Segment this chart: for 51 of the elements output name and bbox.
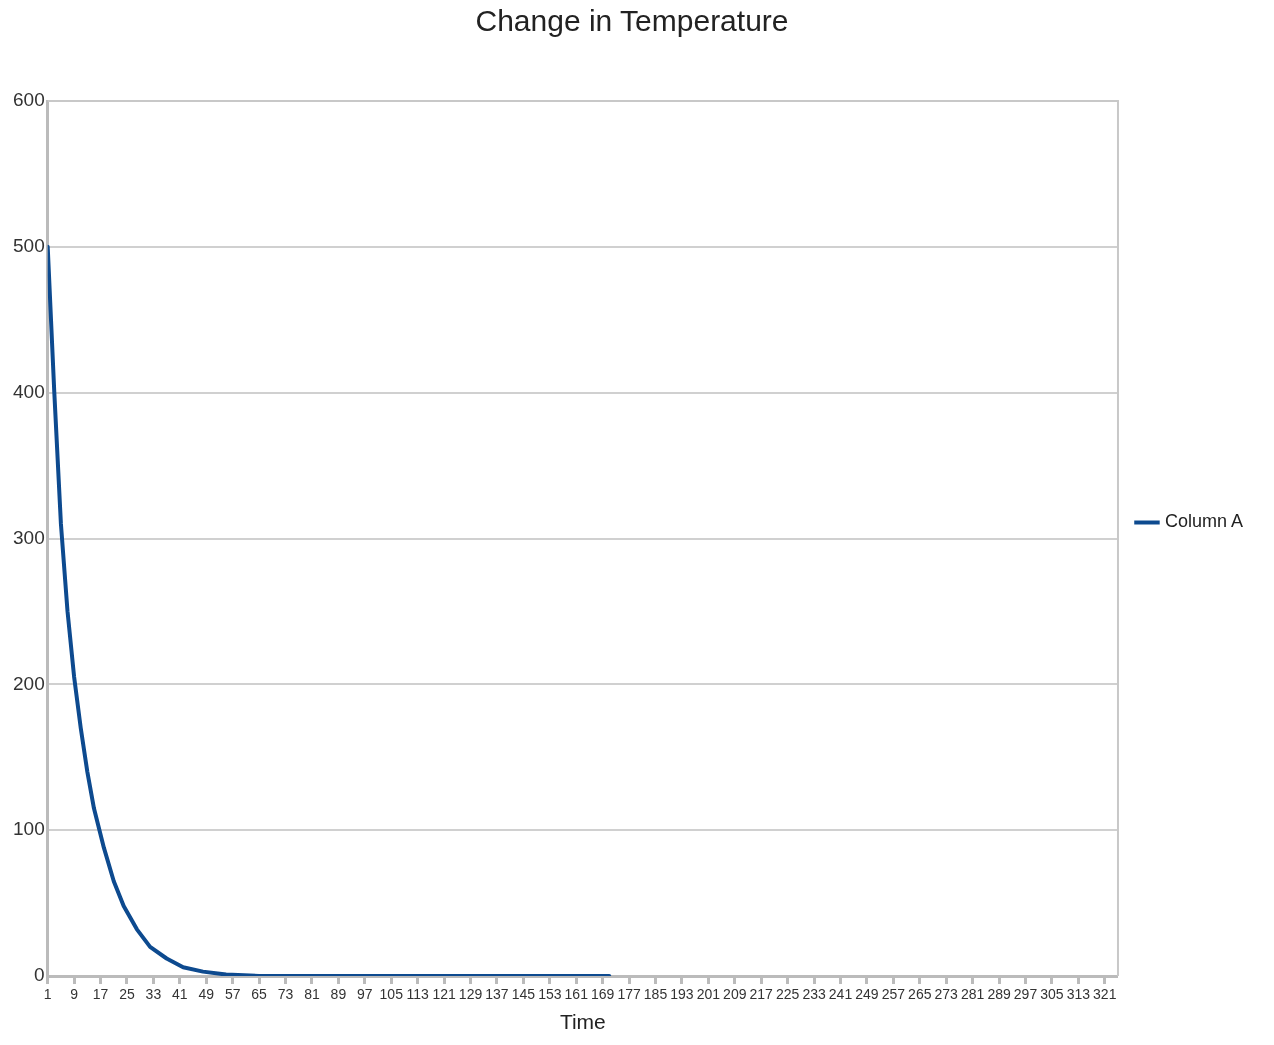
x-tick-label: 201 <box>696 986 721 1003</box>
x-tick-label: 313 <box>1066 986 1091 1003</box>
x-tick-label: 33 <box>145 986 162 1003</box>
x-tick-label: 217 <box>749 986 774 1003</box>
x-tick-label: 73 <box>277 986 294 1003</box>
chart-title: Change in Temperature <box>475 4 789 38</box>
x-tick-label: 281 <box>960 986 985 1003</box>
x-tick-label: 137 <box>485 986 509 1003</box>
x-axis-title: Time <box>559 1010 606 1034</box>
x-tick-label: 153 <box>538 986 562 1003</box>
x-tick-label: 257 <box>881 986 906 1003</box>
x-tick-label: 81 <box>304 986 320 1003</box>
y-tick-label: 100 <box>13 818 45 840</box>
x-tick-label: 121 <box>432 986 456 1003</box>
x-tick-label: 17 <box>92 986 109 1003</box>
x-tick-label: 65 <box>251 986 268 1003</box>
y-tick-label: 500 <box>13 235 45 257</box>
x-tick-label: 273 <box>934 986 959 1003</box>
x-tick-label: 193 <box>670 986 694 1003</box>
x-tick-label: 305 <box>1040 986 1064 1003</box>
y-tick-label: 600 <box>13 89 45 111</box>
x-tick-label: 233 <box>802 986 826 1003</box>
x-tick-label: 177 <box>617 986 641 1003</box>
x-tick-label: 89 <box>330 986 347 1003</box>
x-tick-label: 105 <box>379 986 404 1003</box>
x-tick-label: 321 <box>1093 986 1117 1003</box>
x-tick-label: 113 <box>406 986 430 1003</box>
x-tick-label: 129 <box>458 986 483 1003</box>
x-tick-label: 25 <box>119 986 135 1003</box>
x-tick-label: 1 <box>43 986 52 1003</box>
x-tick-label: 249 <box>855 986 879 1003</box>
x-tick-label: 57 <box>224 986 241 1003</box>
y-tick-label: 200 <box>13 672 45 694</box>
x-tick-label: 265 <box>908 986 932 1003</box>
x-tick-label: 97 <box>357 986 373 1003</box>
x-tick-label: 225 <box>775 986 800 1003</box>
x-tick-label: 209 <box>723 986 747 1003</box>
x-tick-label: 297 <box>1013 986 1038 1003</box>
x-tick-label: 145 <box>511 986 536 1003</box>
x-tick-label: 41 <box>172 986 188 1003</box>
y-tick-label: 300 <box>13 526 45 548</box>
y-tick-label: 0 <box>34 964 45 986</box>
x-tick-label: 289 <box>987 986 1011 1003</box>
legend-label: Column A <box>1164 511 1244 532</box>
x-tick-label: 49 <box>198 986 215 1003</box>
x-tick-label: 161 <box>564 986 589 1003</box>
y-tick-label: 400 <box>13 380 45 402</box>
x-tick-label: 241 <box>828 986 853 1003</box>
x-tick-label: 9 <box>70 986 79 1003</box>
x-tick-label: 185 <box>643 986 668 1003</box>
x-tick-label: 169 <box>590 986 615 1003</box>
